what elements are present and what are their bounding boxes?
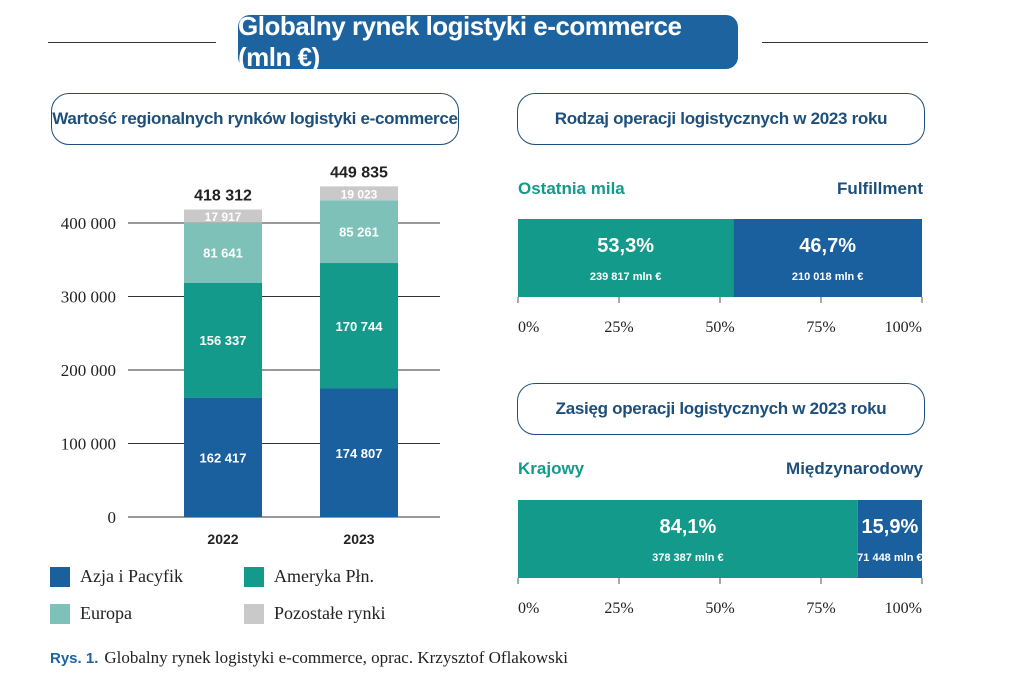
bar-segment [184, 209, 262, 223]
legend-item-america: Ameryka Płn. [244, 566, 374, 587]
main-title: Globalny rynek logistyki e-commerce (mln… [238, 11, 738, 72]
bar-segment [320, 263, 398, 389]
ops-right-label: Fulfillment [837, 179, 923, 198]
bar-segment [184, 397, 262, 517]
legend-label: Pozostałe rynki [274, 603, 386, 623]
legend-item-asia: Azja i Pacyfik [50, 566, 183, 587]
x-tick-label: 100% [885, 600, 922, 617]
legend-label: Azja i Pacyfik [80, 566, 183, 586]
x-tick-label: 0% [518, 319, 539, 336]
legend-item-other: Pozostałe rynki [244, 603, 385, 624]
bar-value-label: 156 337 [200, 333, 247, 348]
caption-label: Rys. 1. [50, 650, 99, 667]
hbar-percent-label: 84,1% [660, 516, 717, 538]
y-tick-label: 400 000 [61, 214, 116, 233]
x-tick-label: 25% [604, 319, 633, 336]
bar-segment [320, 200, 398, 264]
legend-label: Europa [80, 603, 132, 623]
hbar-value-label: 210 018 mln € [792, 271, 864, 283]
scope-right-label: Międzynarodowy [786, 459, 923, 478]
bar-segment [184, 222, 262, 283]
x-tick-label: 75% [806, 600, 835, 617]
legend-swatch [244, 603, 264, 624]
title-rule-right [762, 42, 928, 43]
bar-value-label: 162 417 [200, 450, 247, 465]
hbar-segment [857, 500, 922, 578]
legend-swatch [50, 566, 70, 587]
stacked-chart-title: Wartość regionalnych rynków logistyki e-… [51, 93, 459, 145]
bar-value-label: 85 261 [339, 225, 379, 240]
bar-total-label: 449 835 [330, 164, 388, 181]
bar-segment [320, 186, 398, 201]
legend-swatch [50, 603, 70, 624]
scope-chart-title: Zasięg operacji logistycznych w 2023 rok… [517, 383, 925, 435]
hbar-value-label: 71 448 mln € [857, 552, 922, 564]
hbar-percent-label: 46,7% [799, 235, 856, 257]
hbar-segment [733, 219, 922, 297]
legend-label: Ameryka Płn. [274, 566, 374, 586]
bar-value-label: 174 807 [336, 446, 383, 461]
x-tick-label: 100% [885, 319, 922, 336]
y-tick-label: 200 000 [61, 361, 116, 380]
x-tick-label: 2023 [343, 531, 374, 547]
caption-text: Globalny rynek logistyki e-commerce, opr… [104, 648, 568, 667]
hbar-segment [518, 500, 858, 578]
bar-value-label: 170 744 [336, 319, 384, 334]
bar-value-label: 17 917 [205, 210, 242, 224]
legend-item-europe: Europa [50, 603, 132, 624]
x-tick-label: 50% [705, 319, 734, 336]
legend-swatch [244, 566, 264, 587]
bar-total-label: 418 312 [194, 188, 252, 205]
hbar-value-label: 378 387 mln € [652, 552, 724, 564]
bar-segment [184, 282, 262, 398]
x-tick-label: 50% [705, 600, 734, 617]
y-tick-label: 0 [108, 508, 117, 527]
y-tick-label: 100 000 [61, 435, 116, 454]
title-rule-left [48, 42, 216, 43]
x-tick-label: 75% [806, 319, 835, 336]
hbar-value-label: 239 817 mln € [590, 271, 662, 283]
y-tick-label: 300 000 [61, 288, 116, 307]
scope-left-label: Krajowy [518, 459, 585, 478]
bar-segment [320, 388, 398, 517]
hbar-percent-label: 53,3% [597, 235, 654, 257]
x-tick-label: 2022 [207, 531, 238, 547]
hbar-segment [518, 219, 734, 297]
ops-left-label: Ostatnia mila [518, 179, 625, 198]
bar-value-label: 81 641 [203, 246, 243, 261]
x-tick-label: 25% [604, 600, 633, 617]
hbar-percent-label: 15,9% [862, 516, 919, 538]
figure-caption: Rys. 1. Globalny rynek logistyki e-commer… [50, 648, 568, 668]
ops-chart-title: Rodzaj operacji logistycznych w 2023 rok… [517, 93, 925, 145]
x-tick-label: 0% [518, 600, 539, 617]
bar-value-label: 19 023 [341, 187, 378, 201]
